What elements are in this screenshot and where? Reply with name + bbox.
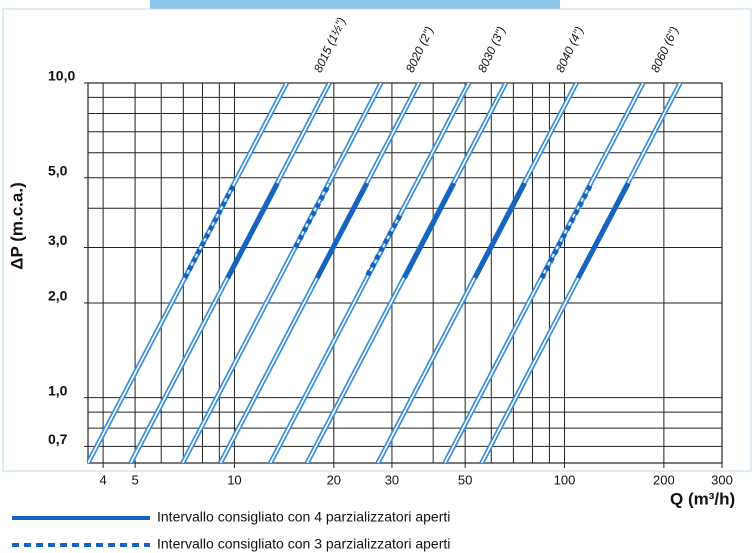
y-tick-label: 2,0 xyxy=(48,288,68,304)
recommended-range xyxy=(365,214,403,277)
y-axis-label: ΔP (m.c.a.) xyxy=(7,182,26,270)
plot-border xyxy=(87,82,723,464)
curve-core xyxy=(444,83,644,463)
x-tick-label: 10 xyxy=(227,472,241,487)
header-banner xyxy=(150,0,560,9)
recommended-range xyxy=(575,182,631,280)
x-tick-label: 4 xyxy=(99,472,106,487)
plot-area xyxy=(88,83,683,463)
model-label: 8060 (6") xyxy=(648,24,681,74)
x-tick-label: 300 xyxy=(711,472,733,487)
x-tick-label: 5 xyxy=(131,472,138,487)
y-tick-label: 5,0 xyxy=(48,162,68,178)
recommended-range xyxy=(293,182,332,249)
frame xyxy=(2,8,752,472)
legend-label: Intervallo consigliato con 4 parzializza… xyxy=(157,509,450,525)
model-label: 8030 (3") xyxy=(475,24,508,74)
y-tick-label: 10,0 xyxy=(48,68,75,84)
curve-core xyxy=(181,83,382,463)
x-tick-label: 20 xyxy=(327,472,341,487)
x-tick-label: 100 xyxy=(554,472,576,487)
recommended-range xyxy=(472,182,527,280)
recommended-range xyxy=(225,182,280,280)
y-tick-label: 3,0 xyxy=(48,232,68,248)
legend-label: Intervallo consigliato con 3 parzializza… xyxy=(157,536,450,552)
x-tick-label: 30 xyxy=(385,472,399,487)
x-tick-label: 200 xyxy=(653,472,675,487)
curve-core xyxy=(88,83,288,463)
recommended-range xyxy=(402,182,457,280)
model-label: 8020 (2") xyxy=(403,24,436,74)
recommended-range xyxy=(314,182,370,280)
model-label: 8015 (1½") xyxy=(311,15,349,74)
x-axis-label: Q (m³/h) xyxy=(670,489,735,508)
x-tick-label: 50 xyxy=(458,472,472,487)
model-label: 8040 (4") xyxy=(553,24,586,74)
y-tick-label: 0,7 xyxy=(48,431,68,447)
y-tick-label: 1,0 xyxy=(48,382,68,398)
